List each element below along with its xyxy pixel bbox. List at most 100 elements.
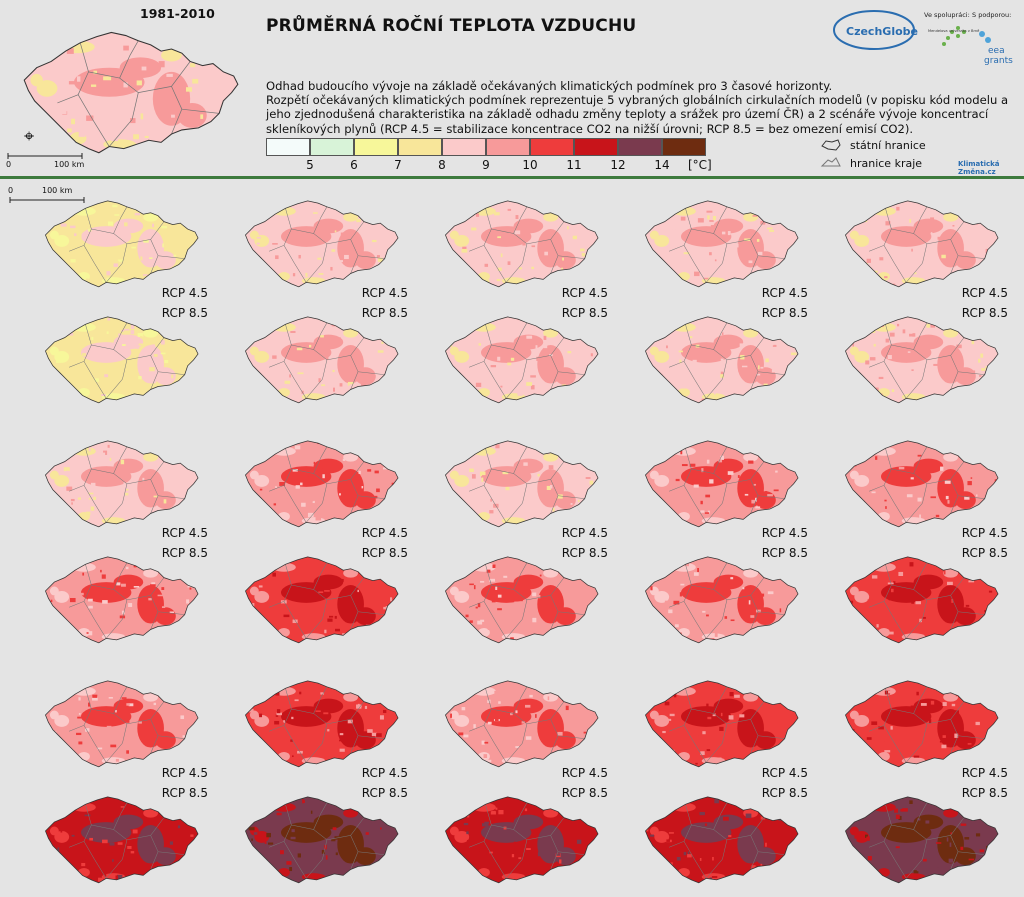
map-0-1-0-region-border [69, 324, 92, 368]
map-2-1-4-region-border [883, 841, 907, 879]
support-label: S podporou: [972, 11, 1011, 19]
page-title: PRŮMĚRNÁ ROČNÍ TEPLOTA VZDUCHU [266, 16, 637, 36]
map-1-0-0-region-border [91, 468, 128, 504]
map-0-1-1-region-border [358, 371, 385, 375]
scenario-label-1-1-2: RCP 8.5 [561, 546, 608, 560]
map-0-1-0-region-border [126, 337, 165, 361]
map-1-0-3-region-border [705, 502, 723, 523]
legend-color-5 [486, 138, 530, 156]
description-line-1: Odhad budoucího vývoje na základě očekáv… [266, 79, 833, 93]
map-0-0-3-region-border [758, 255, 785, 259]
map-0-1-3-state-border [645, 316, 799, 404]
map-0-0-0-state-border [45, 200, 199, 288]
scenario-label-1-0-3: RCP 4.5 [761, 526, 808, 540]
baseline-map-state-border [23, 31, 239, 154]
map-2-0-4 [845, 680, 999, 768]
map-2-0-3-state-border [645, 680, 799, 768]
map-1-1-1 [245, 556, 399, 644]
map-2-1-0 [45, 796, 199, 884]
map-0-0-3-region-border [705, 262, 723, 283]
map-1-0-4-region-border [883, 485, 907, 523]
map-0-1-3-region-border [683, 361, 707, 399]
map-2-0-2-patches [445, 680, 597, 767]
legend-label-6: 11 [566, 158, 582, 172]
map-0-0-4-region-border [905, 262, 923, 283]
czechglobe-logo: CzechGlobe Ve spolupráci: S podporou: Me… [833, 10, 1013, 66]
map-2-1-3-state-border [645, 796, 799, 884]
klimaticka-zmena-logo: Klimatická Změna.cz [958, 160, 1000, 176]
map-2-1-0-state-border [45, 796, 199, 884]
map-0-1-0-region-border [113, 322, 128, 350]
map-1-1-1-region-border [291, 584, 328, 620]
map-0-1-1-region-border [291, 344, 328, 380]
map-2-1-4 [845, 796, 999, 884]
scenario-label-1-0-1: RCP 4.5 [361, 526, 408, 540]
map-1-0-2-region-border [469, 448, 492, 492]
partner-label: Ve spolupráci: [924, 11, 970, 19]
map-2-1-0-region-border [91, 824, 128, 860]
map-1-0-3-state-border [645, 440, 799, 528]
map-2-0-0-region-border [113, 686, 128, 714]
map-2-0-3-patches [645, 680, 792, 767]
baseline-map-region-border [77, 94, 110, 147]
scenario-label-1-1-4: RCP 8.5 [961, 546, 1008, 560]
scenario-label-0-0-2: RCP 4.5 [561, 286, 608, 300]
map-1-1-3 [645, 556, 799, 644]
description-line-2: Rozpětí očekávaných klimatických podmíne… [266, 93, 1009, 136]
scenario-label-1-0-4: RCP 4.5 [961, 526, 1008, 540]
scenario-label-2-1-4: RCP 8.5 [961, 786, 1008, 800]
scenario-label-1-1-1: RCP 8.5 [361, 546, 408, 560]
region-border-label: hranice kraje [850, 156, 923, 170]
map-0-0-4-region-border [883, 245, 907, 283]
baseline-map-region-border [119, 40, 139, 79]
map-1-1-3-region-border [669, 564, 692, 608]
map-0-1-2-region-border [483, 361, 507, 399]
map-2-1-4-state-border [845, 796, 999, 884]
map-2-0-4-region-border [913, 686, 928, 714]
legend-color-4 [442, 138, 486, 156]
map-0-0-2-region-border [469, 208, 492, 252]
map-0-0-1 [245, 200, 399, 288]
map-2-0-0-state-border [45, 680, 199, 768]
scenario-label-2-1-2: RCP 8.5 [561, 786, 608, 800]
map-0-0-2 [445, 200, 599, 288]
map-1-1-2-state-border [445, 556, 599, 644]
map-1-1-0-region-border [83, 601, 107, 639]
map-0-1-0-state-border [45, 316, 199, 404]
scenario-label-0-1-2: RCP 8.5 [561, 306, 608, 320]
mendel-logo-dots [942, 26, 966, 46]
map-2-0-3-region-border [758, 735, 785, 739]
map-1-0-2 [445, 440, 599, 528]
header-divider [0, 176, 1024, 179]
mendel-logo-text: Mendelova univerzita v Brně [928, 29, 980, 33]
legend-color-2 [354, 138, 398, 156]
map-2-1-0-region-border [69, 804, 92, 848]
map-1-1-1-region-border [313, 562, 328, 590]
legend-label-3: 8 [438, 158, 446, 172]
map-1-1-1-region-border [283, 601, 307, 639]
legend-label-7: 12 [610, 158, 626, 172]
map-0-1-1 [245, 316, 399, 404]
map-2-0-3-region-border [713, 686, 728, 714]
map-0-1-2-region-border [558, 371, 585, 375]
legend-color-1 [310, 138, 354, 156]
state-border-icon [821, 139, 841, 151]
map-1-0-4-region-border [869, 448, 892, 492]
klimaticka-logo-line2: Změna.cz [958, 168, 996, 176]
map-0-1-3-region-border [691, 344, 728, 380]
map-1-0-4-region-border [891, 468, 928, 504]
map-1-1-2-patches [446, 556, 597, 643]
baseline-map [23, 31, 239, 154]
region-border-legend: hranice kraje [820, 156, 922, 170]
map-0-1-0-region-border [91, 344, 128, 380]
map-1-0-2-state-border [445, 440, 599, 528]
map-0-1-2-state-border [445, 316, 599, 404]
map-2-0-4-patches [847, 680, 999, 767]
map-0-0-4-region-border [913, 206, 928, 234]
map-2-1-4-region-border [869, 804, 892, 848]
map-0-0-0-region-border [158, 255, 185, 259]
map-1-0-0-region-border [126, 461, 165, 485]
map-2-0-4-region-border [883, 725, 907, 763]
map-2-0-3-region-border [669, 688, 692, 732]
scenario-label-0-0-4: RCP 4.5 [961, 286, 1008, 300]
